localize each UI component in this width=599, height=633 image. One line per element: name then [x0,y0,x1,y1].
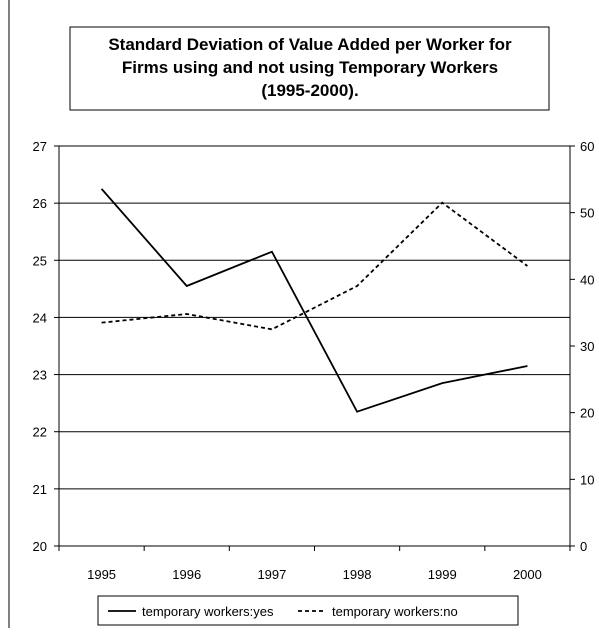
y-tick-label: 24 [33,310,47,325]
series-line [101,201,528,331]
y-tick-label: 20 [33,539,47,554]
y2-tick-label: 60 [580,139,594,154]
y2-tick-label: 0 [580,539,587,554]
chart-title: Firms using and not using Temporary Work… [122,58,498,77]
y2-tick-label: 40 [580,272,594,287]
title-box [69,26,550,111]
legend-label: temporary workers:yes [142,604,274,619]
x-tick-label: 1998 [343,567,372,582]
chart-title: (1995-2000). [261,81,358,100]
y-tick-label: 25 [33,253,47,268]
y2-tick-label: 20 [580,406,594,421]
chart-title: Standard Deviation of Value Added per Wo… [108,35,512,54]
x-tick-label: 1996 [172,567,201,582]
y2-tick-label: 10 [580,472,594,487]
y-tick-label: 22 [33,425,47,440]
y2-tick-label: 50 [580,206,594,221]
x-tick-label: 1999 [428,567,457,582]
x-tick-label: 1997 [257,567,286,582]
legend-label: temporary workers:no [332,604,458,619]
y2-tick-label: 30 [580,339,594,354]
x-tick-label: 2000 [513,567,542,582]
series-line [100,188,528,413]
y-tick-label: 21 [33,482,47,497]
y-tick-label: 26 [33,196,47,211]
y-tick-label: 23 [33,368,47,383]
x-tick-label: 1995 [87,567,116,582]
y-tick-label: 27 [33,139,47,154]
